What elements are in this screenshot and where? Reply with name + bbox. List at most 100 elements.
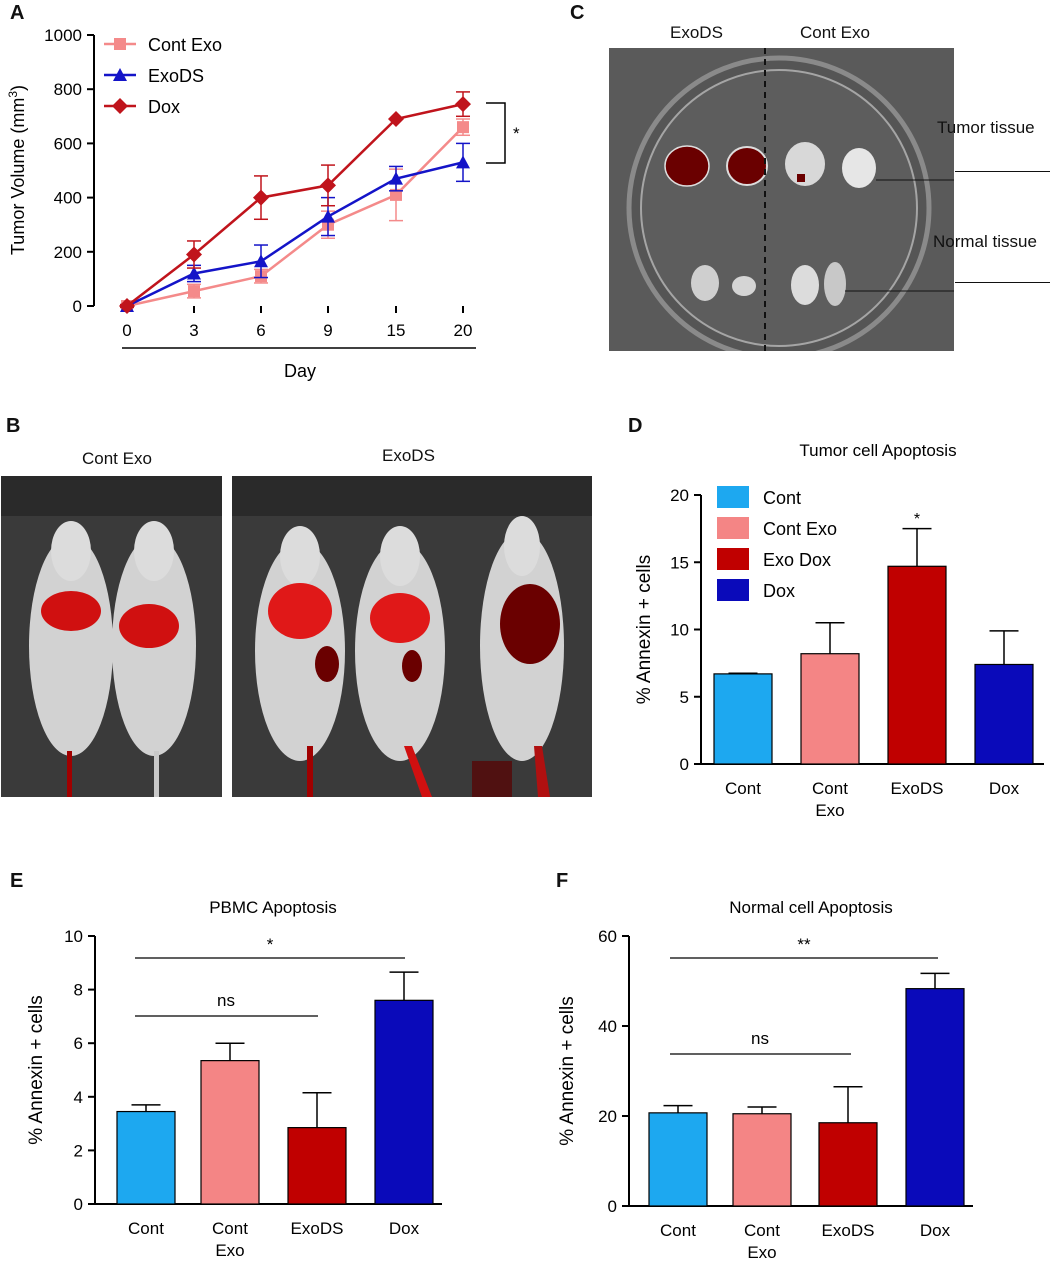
x-tick-label: 0: [122, 321, 131, 340]
x-tick-label: Exo: [747, 1243, 776, 1261]
x-tick-label: ExoDS: [891, 779, 944, 798]
chart-title: PBMC Apoptosis: [209, 898, 337, 917]
bar: [818, 1122, 878, 1207]
bracket-label: **: [797, 935, 811, 954]
x-tick-label: Dox: [389, 1219, 420, 1238]
data-point: [320, 177, 336, 194]
x-tick-label: Dox: [989, 779, 1020, 798]
cont-exo-mice-photo: [1, 476, 222, 797]
bracket-label: ns: [217, 991, 235, 1010]
data-point: [456, 155, 470, 169]
x-tick-label: Dox: [920, 1221, 951, 1240]
mouse-imaging-panel: Cont Exo ExoDS: [0, 440, 600, 800]
panel-letter-f: F: [556, 870, 569, 892]
bar: [800, 653, 860, 765]
y-tick-label: 4: [74, 1088, 83, 1107]
x-tick-label: Cont: [212, 1219, 248, 1238]
legend-label: Cont: [763, 488, 801, 508]
y-axis-label: % Annexin + cells: [634, 555, 655, 704]
x-tick-label: Cont: [128, 1219, 164, 1238]
legend-label: Exo Dox: [763, 550, 831, 570]
petri-dish-photo: [609, 48, 954, 351]
data-point: [187, 266, 201, 280]
significance-bracket: [486, 102, 506, 164]
bar: [116, 1110, 176, 1205]
legend-marker: [112, 98, 128, 114]
significance-star: *: [914, 511, 920, 528]
y-tick-label: 2: [74, 1141, 83, 1160]
x-tick-label: Cont: [660, 1221, 696, 1240]
series-line: [126, 161, 464, 308]
bar: [287, 1127, 347, 1205]
y-tick-label: 600: [54, 134, 82, 153]
bar: [200, 1060, 260, 1205]
normal-tissue-label: Normal tissue: [933, 232, 1037, 251]
bar: [648, 1112, 708, 1207]
data-point: [253, 189, 269, 206]
y-tick-label: 60: [598, 927, 617, 946]
mouse-label-cont-exo: Cont Exo: [82, 449, 152, 468]
legend-marker: [113, 68, 127, 81]
legend-label: Dox: [148, 97, 180, 117]
significance-star: *: [513, 124, 520, 143]
x-tick-label: 20: [454, 321, 473, 340]
y-tick-label: 15: [670, 553, 689, 572]
normal-apoptosis-bar-chart: Normal cell Apoptosis 0 20 40 60 % Annexin + …: [557, 898, 973, 1261]
data-point: [390, 188, 402, 201]
panel-letter-c: C: [570, 2, 585, 24]
y-tick-label: 10: [670, 621, 689, 640]
x-tick-label: 6: [256, 321, 265, 340]
bar: [732, 1113, 792, 1207]
legend-label: Cont Exo: [763, 519, 837, 539]
panel-letter-d: D: [628, 415, 643, 437]
tumor-apoptosis-bar-chart: Tumor cell Apoptosis 0 5 10 15 20 % Annexin + …: [634, 441, 1044, 820]
tumor-tissue-pointer: [955, 171, 1050, 172]
mouse-label-exods: ExoDS: [382, 446, 435, 465]
x-tick-label: Cont: [725, 779, 761, 798]
bar: [374, 999, 434, 1205]
panel-letter-a: A: [10, 2, 25, 24]
normal-tissue-pointer: [955, 282, 1050, 283]
y-tick-label: 20: [670, 486, 689, 505]
y-tick-label: 0: [680, 755, 689, 774]
y-tick-label: 200: [54, 243, 82, 262]
x-tick-label: Cont: [812, 779, 848, 798]
legend-swatch: [717, 548, 749, 570]
series-line: [126, 126, 464, 308]
chart-title: Tumor cell Apoptosis: [799, 441, 956, 460]
y-axis-label: Tumor Volume (mm3): [6, 85, 28, 255]
y-tick-label: 0: [74, 1195, 83, 1214]
y-tick-label: 6: [74, 1034, 83, 1053]
exods-mice-photo: [232, 476, 592, 797]
data-point: [321, 209, 335, 223]
panel-letter-b: B: [6, 415, 21, 437]
bracket-label: ns: [751, 1029, 769, 1048]
legend-swatch: [717, 486, 749, 508]
x-tick-label: 15: [387, 321, 406, 340]
bar: [713, 673, 773, 765]
x-tick-label: ExoDS: [822, 1221, 875, 1240]
legend-label: Dox: [763, 581, 795, 601]
data-point: [119, 298, 135, 314]
y-tick-label: 5: [680, 688, 689, 707]
data-point: [455, 96, 471, 113]
data-point: [186, 246, 202, 263]
dish-label-exods: ExoDS: [670, 23, 723, 42]
legend-swatch: [717, 579, 749, 601]
legend-label: ExoDS: [148, 66, 204, 86]
bracket-label: *: [267, 935, 274, 954]
tumor-tissue-label: Tumor tissue: [937, 118, 1035, 137]
bar: [887, 565, 947, 765]
data-point: [254, 254, 268, 268]
y-tick-label: 8: [74, 981, 83, 1000]
panel-letter-e: E: [10, 870, 24, 892]
data-point: [388, 111, 404, 128]
series-line: [126, 102, 464, 307]
y-tick-label: 40: [598, 1017, 617, 1036]
y-tick-label: 0: [608, 1197, 617, 1216]
chart-title: Normal cell Apoptosis: [729, 898, 892, 917]
x-tick-label: ExoDS: [291, 1219, 344, 1238]
y-axis-label: % Annexin + cells: [26, 995, 47, 1144]
bar: [905, 988, 965, 1207]
x-tick-label: 9: [323, 321, 332, 340]
